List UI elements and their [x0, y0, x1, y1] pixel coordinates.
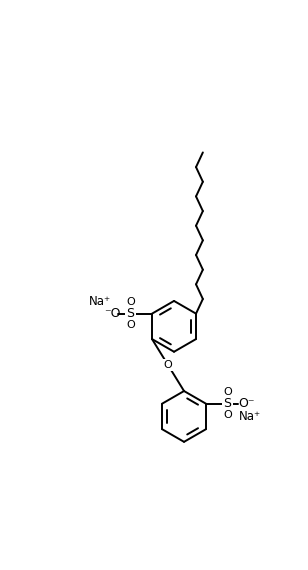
Text: Na⁺: Na⁺ [89, 295, 111, 308]
Text: O: O [223, 410, 232, 420]
Text: O: O [126, 297, 135, 307]
Text: O: O [164, 360, 172, 370]
Text: ⁻O: ⁻O [104, 307, 121, 320]
Text: O: O [223, 387, 232, 397]
Text: O: O [126, 320, 135, 330]
Text: S: S [127, 307, 135, 320]
Text: S: S [224, 397, 232, 410]
Text: O⁻: O⁻ [238, 397, 254, 410]
Text: Na⁺: Na⁺ [239, 410, 261, 422]
